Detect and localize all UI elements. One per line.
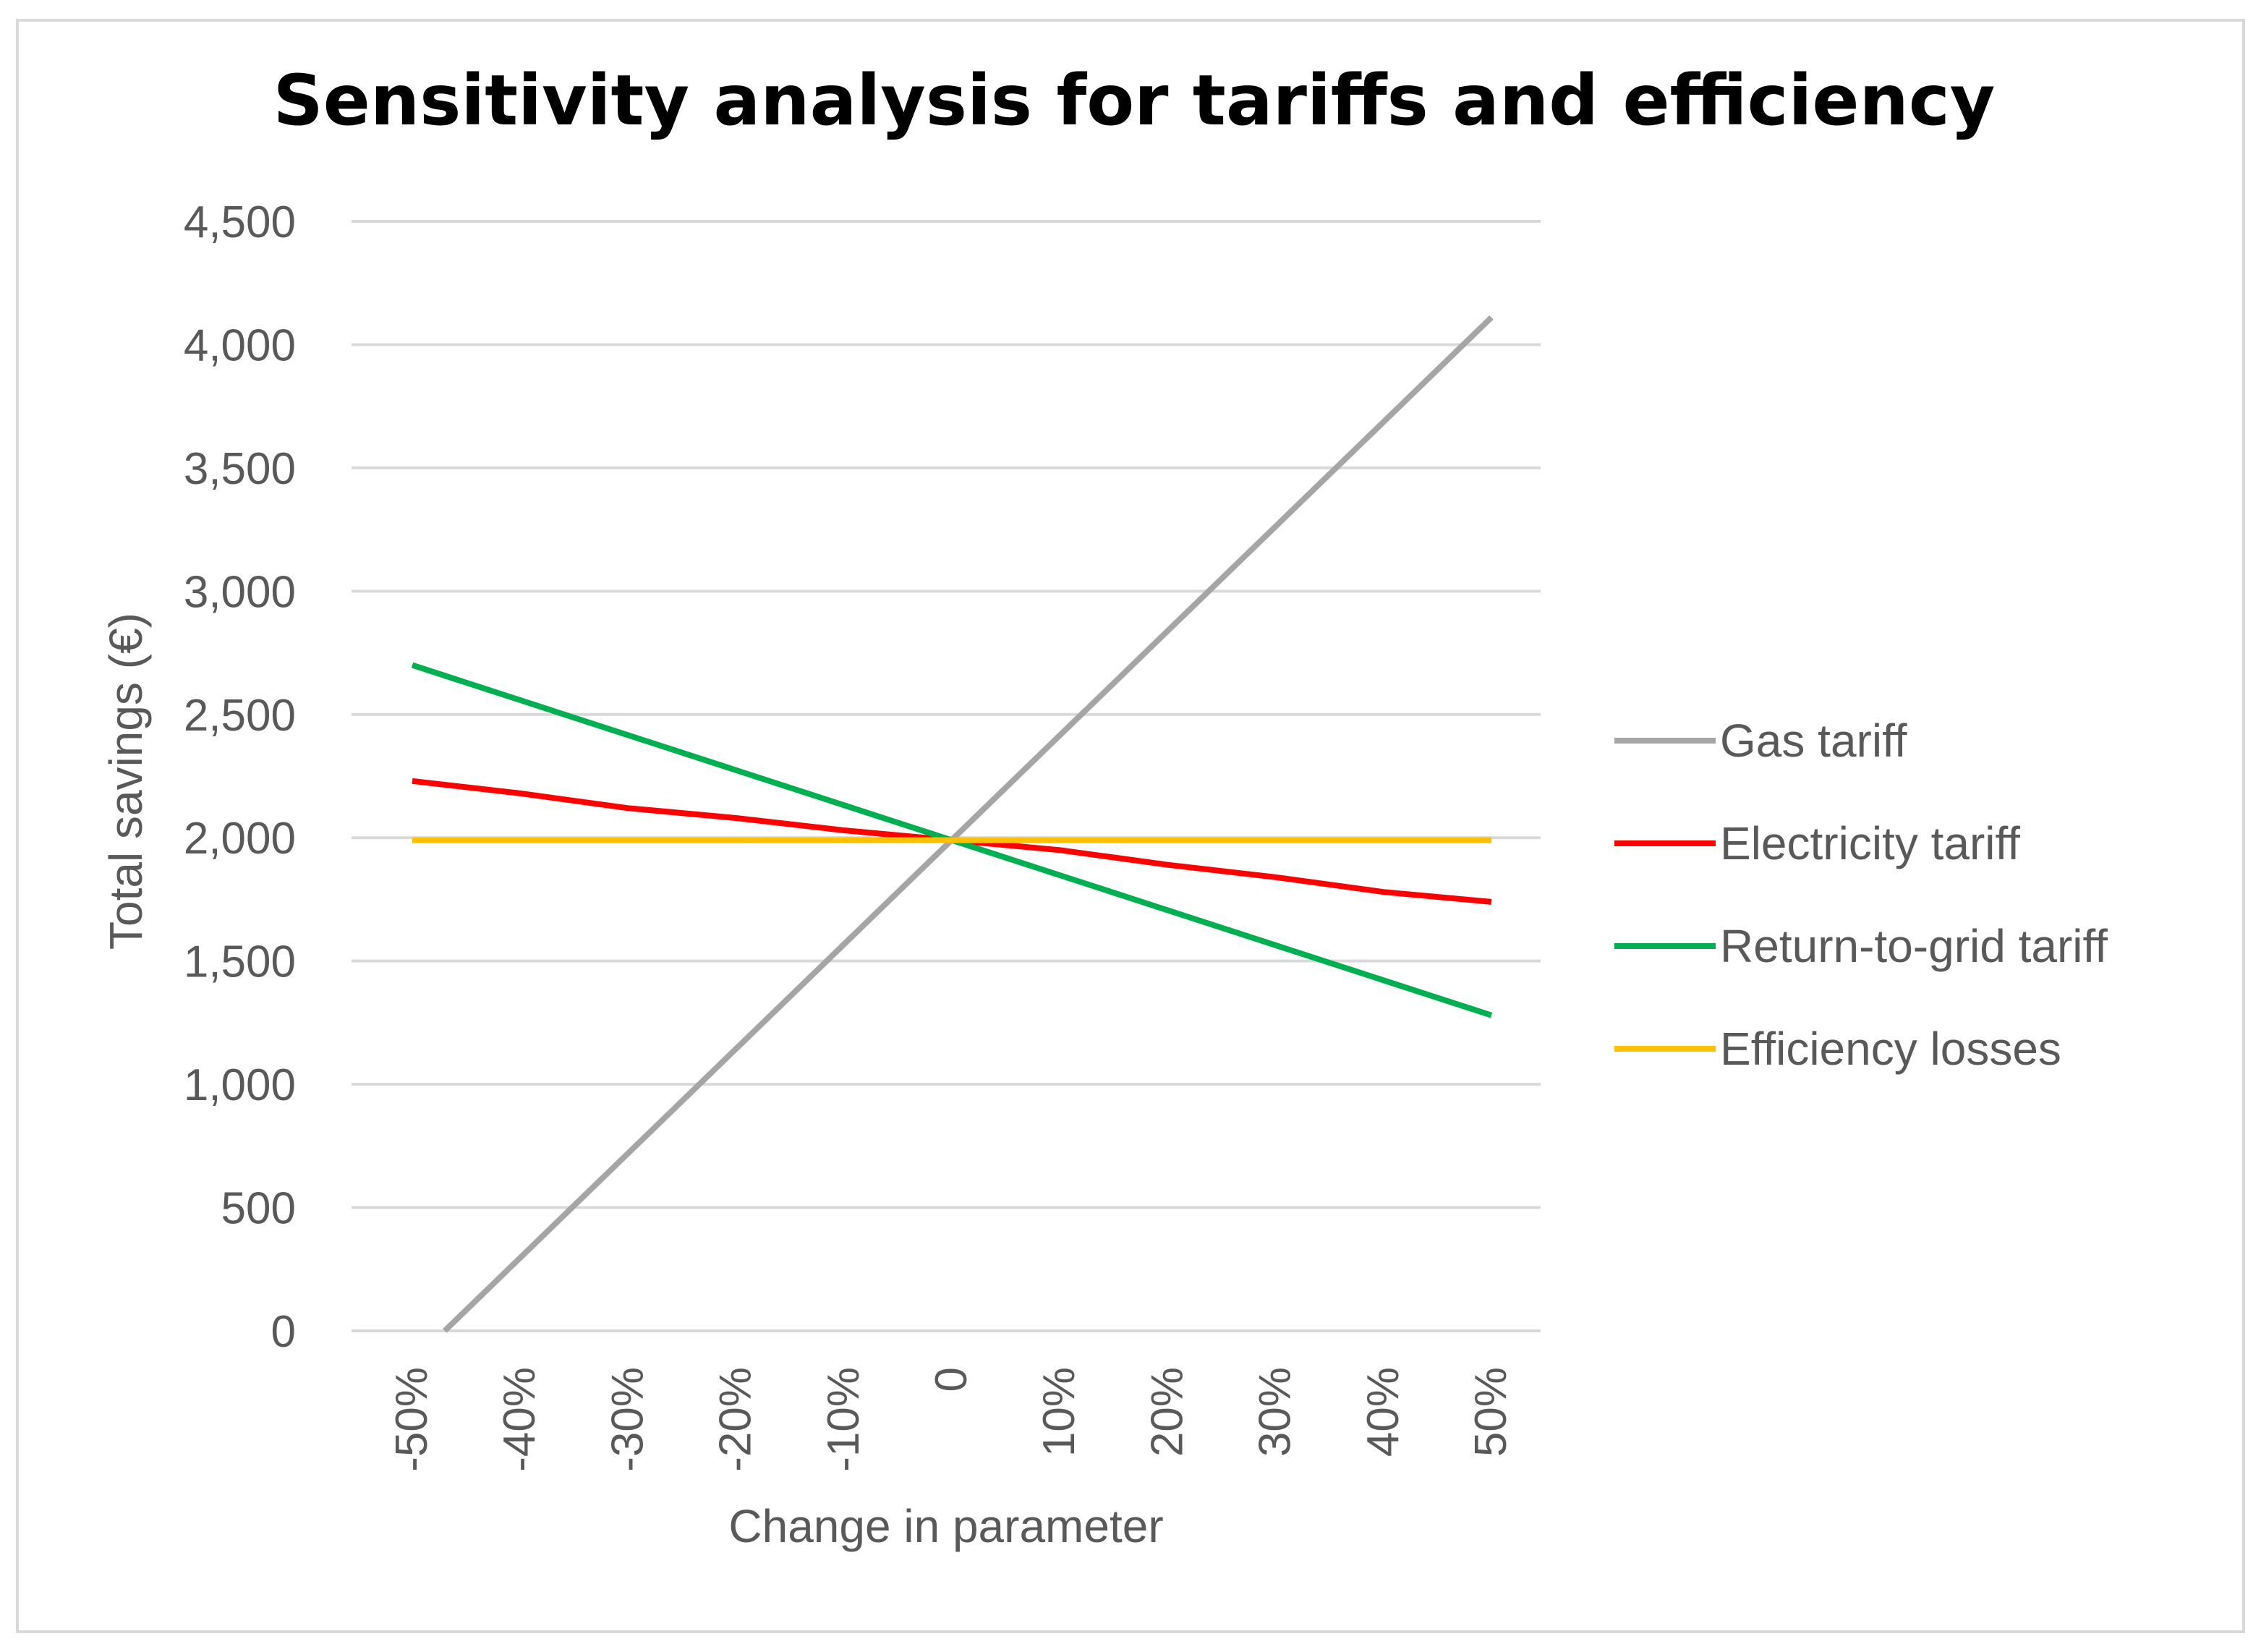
legend: Gas tariff Electricity tariff Return-to-gr… xyxy=(1614,715,2108,1075)
x-tick-label: -50% xyxy=(387,1367,437,1472)
x-tick-label: -20% xyxy=(711,1367,761,1472)
y-tick-label: 0 xyxy=(271,1307,296,1357)
y-tick-label: 4,500 xyxy=(184,197,296,247)
x-tick-label: 0 xyxy=(927,1367,976,1392)
y-tick-label: 2,500 xyxy=(184,691,296,741)
y-tick-label: 1,500 xyxy=(184,937,296,987)
y-tick-label: 2,000 xyxy=(184,814,296,864)
series-line-gas-tariff xyxy=(443,315,1494,1333)
x-tick-label: 20% xyxy=(1142,1367,1192,1457)
y-tick-label: 3,500 xyxy=(184,444,296,494)
legend-label-gas-tariff: Gas tariff xyxy=(1720,715,1907,767)
x-axis-ticks: -50% -40% -30% -20% -10% 0 10% 20% 30% 40% 50% xyxy=(387,1367,1516,1472)
legend-label-electricity-tariff: Electricity tariff xyxy=(1720,817,2020,869)
series-lines xyxy=(411,315,1494,1333)
chart-frame: Sensitivity analysis for tariffs and eff… xyxy=(16,19,2245,1633)
x-axis-title: Change in parameter xyxy=(728,1500,1163,1552)
legend-label-return-to-grid-tariff: Return-to-grid tariff xyxy=(1720,920,2108,972)
y-axis-ticks: 0 500 1,000 1,500 2,000 2,500 3,000 3,500 4,000 4… xyxy=(184,197,296,1357)
x-tick-label: -30% xyxy=(602,1367,652,1472)
x-tick-label: 10% xyxy=(1034,1367,1084,1457)
chart-canvas: Sensitivity analysis for tariffs and eff… xyxy=(100,60,2108,1552)
chart-title: Sensitivity analysis for tariffs and eff… xyxy=(273,60,1996,141)
y-tick-label: 3,000 xyxy=(184,567,296,617)
x-tick-label: -10% xyxy=(819,1367,869,1472)
y-axis-title: Total savings (€) xyxy=(100,613,152,950)
y-tick-label: 1,000 xyxy=(184,1060,296,1110)
y-tick-label: 4,000 xyxy=(184,320,296,370)
legend-label-efficiency-losses: Efficiency losses xyxy=(1720,1023,2061,1075)
x-tick-label: -40% xyxy=(495,1367,545,1472)
x-tick-label: 50% xyxy=(1466,1367,1516,1457)
y-tick-label: 500 xyxy=(221,1184,296,1234)
x-tick-label: 40% xyxy=(1358,1367,1408,1457)
gridlines xyxy=(352,220,1541,1332)
x-tick-label: 30% xyxy=(1251,1367,1300,1457)
